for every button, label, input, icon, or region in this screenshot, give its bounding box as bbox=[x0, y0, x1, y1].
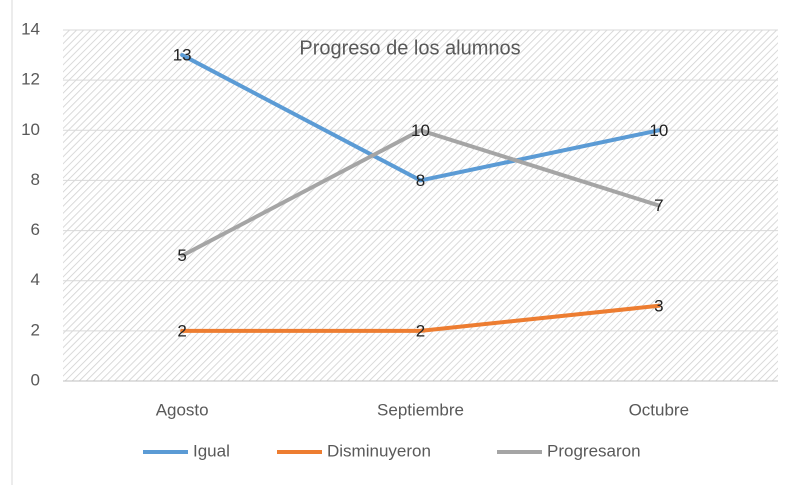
chart-title: Progreso de los alumnos bbox=[299, 37, 520, 59]
data-label: 2 bbox=[177, 321, 186, 340]
y-tick-label: 12 bbox=[21, 70, 40, 89]
legend-label: Progresaron bbox=[547, 441, 641, 460]
y-tick-label: 14 bbox=[21, 19, 40, 38]
data-label: 2 bbox=[416, 321, 425, 340]
data-label: 5 bbox=[177, 246, 186, 265]
y-tick-label: 8 bbox=[31, 170, 40, 189]
series-line bbox=[180, 303, 661, 333]
y-tick-label: 0 bbox=[31, 370, 40, 389]
x-tick-label: Agosto bbox=[156, 400, 209, 419]
data-label: 3 bbox=[654, 296, 663, 315]
legend-label: Igual bbox=[193, 441, 230, 460]
series-line bbox=[180, 53, 661, 183]
data-label: 8 bbox=[416, 171, 425, 190]
series-line bbox=[180, 128, 661, 258]
x-tick-label: Octubre bbox=[629, 400, 689, 419]
x-tick-label: Septiembre bbox=[377, 400, 464, 419]
legend-label: Disminuyeron bbox=[327, 441, 431, 460]
y-tick-label: 4 bbox=[31, 270, 40, 289]
y-tick-label: 2 bbox=[31, 320, 40, 339]
y-tick-label: 6 bbox=[31, 220, 40, 239]
data-label: 10 bbox=[649, 121, 668, 140]
data-label: 10 bbox=[411, 121, 430, 140]
data-label: 13 bbox=[173, 46, 192, 65]
y-tick-label: 10 bbox=[21, 120, 40, 139]
data-label: 7 bbox=[654, 196, 663, 215]
